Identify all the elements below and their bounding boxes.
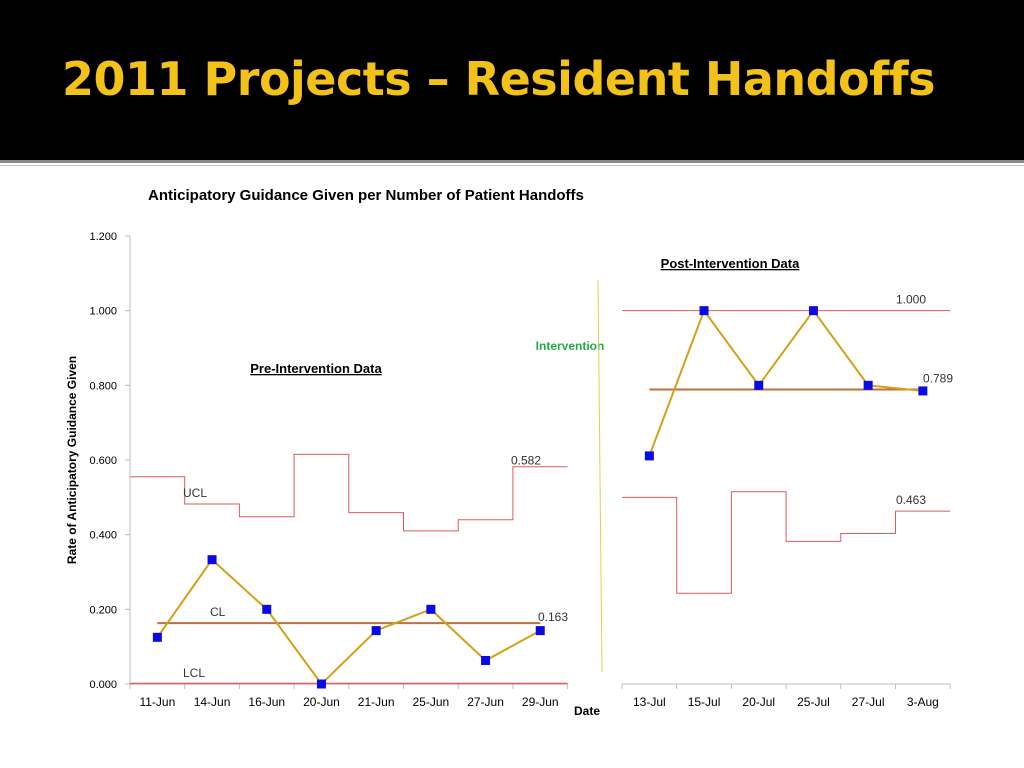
x-tick-label: 27-Jun <box>467 695 504 709</box>
x-tick-label: 29-Jun <box>522 695 559 709</box>
x-tick-label: 13-Jul <box>633 695 666 709</box>
data-point <box>863 380 873 390</box>
x-tick-label: 3-Aug <box>907 695 939 709</box>
x-tick-label: 16-Jun <box>248 695 285 709</box>
y-tick-label: 1.000 <box>89 306 117 318</box>
y-axis-label: Rate of Anticipatory Guidance Given <box>65 356 79 564</box>
ucl-value-label: 1.000 <box>896 293 926 307</box>
data-point <box>426 604 436 614</box>
intervention-label: Intervention <box>536 339 605 353</box>
data-point <box>207 555 217 565</box>
y-tick-label: 1.200 <box>89 231 117 243</box>
cl-value-label: 0.789 <box>923 371 953 385</box>
pre-intervention-label: Pre-Intervention Data <box>250 361 382 376</box>
lcl-line <box>622 491 951 594</box>
data-series-line <box>156 558 541 686</box>
data-point <box>262 604 272 614</box>
x-tick-label: 21-Jun <box>358 695 395 709</box>
data-point <box>918 386 928 396</box>
data-point <box>644 451 654 461</box>
title-divider-thin <box>0 165 1024 166</box>
lcl-annotation: LCL <box>183 666 205 680</box>
data-point <box>152 632 162 642</box>
title-divider <box>0 160 1024 163</box>
x-tick-label: 27-Jul <box>852 695 885 709</box>
data-point <box>481 655 491 665</box>
x-tick-label: 25-Jun <box>412 695 449 709</box>
x-tick-label: 20-Jul <box>742 695 775 709</box>
ucl-annotation: UCL <box>183 486 207 500</box>
data-series-line <box>648 308 923 457</box>
x-tick-label: 15-Jul <box>688 695 721 709</box>
ucl-value-label: 0.582 <box>511 454 541 468</box>
title-bar <box>0 0 1024 160</box>
cl-annotation: CL <box>210 605 226 619</box>
y-tick-label: 0.400 <box>89 530 117 542</box>
data-point <box>535 626 545 636</box>
y-tick-label: 0.200 <box>89 604 117 616</box>
y-tick-label: 0.000 <box>89 679 117 691</box>
plot-area: 0.000 0.200 0.400 0.600 0.800 1.000 1.200 11-Ju… <box>89 231 953 709</box>
intervention-divider <box>597 279 603 673</box>
chart-title: Anticipatory Guidance Given per Number o… <box>148 187 584 204</box>
x-tick-label: 25-Jul <box>797 695 830 709</box>
slide-title: 2011 Projects – Resident Handoffs <box>62 52 936 106</box>
x-tick-label: 14-Jun <box>194 695 231 709</box>
lcl-value-label: 0.463 <box>896 493 926 507</box>
cl-value-label: 0.163 <box>538 610 568 624</box>
data-point <box>699 306 709 316</box>
y-tick-label: 0.600 <box>89 455 117 467</box>
data-point <box>371 626 381 636</box>
x-axis-label: Date <box>574 704 600 718</box>
data-point <box>754 380 764 390</box>
x-tick-label: 20-Jun <box>303 695 340 709</box>
data-point <box>316 679 326 689</box>
ucl-line <box>130 453 568 532</box>
x-tick-label: 11-Jun <box>139 695 175 709</box>
data-point <box>808 306 818 316</box>
y-tick-label: 0.800 <box>89 380 117 392</box>
post-intervention-label: Post-Intervention Data <box>661 256 800 271</box>
